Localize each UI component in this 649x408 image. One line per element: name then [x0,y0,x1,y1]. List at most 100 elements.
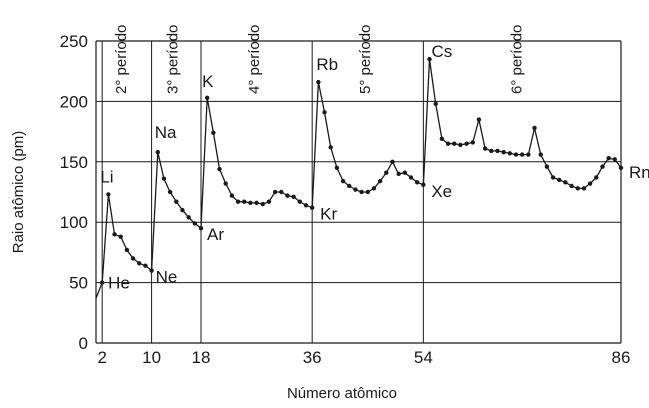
data-point [180,207,185,213]
x-tick-label: 36 [303,348,322,367]
data-point [260,201,265,207]
data-point [519,152,525,157]
element-label-li: Li [100,167,113,186]
y-axis-label: Raio atômico (pm) [10,131,27,254]
data-point [557,177,562,183]
data-point [235,199,241,204]
element-label-ar: Ar [207,225,224,244]
data-point [198,226,204,231]
data-point [211,130,216,136]
data-point [532,125,537,131]
data-point [359,189,364,195]
data-point [204,95,210,100]
data-point [285,193,290,198]
x-tick-label: 86 [612,348,631,367]
data-point [612,157,618,162]
data-point [464,141,469,146]
data-point [501,149,506,155]
data-point [217,166,222,172]
data-point [575,186,580,191]
data-point [414,180,420,185]
x-tick-labels: 2 10 18 36 54 86 [97,348,630,367]
period-label: 5° período [357,25,374,94]
element-label-he: He [108,274,130,293]
data-point [396,171,401,177]
data-point [143,263,148,268]
data-point [155,149,160,155]
element-label-ne: Ne [156,268,178,287]
x-tick-label: 10 [142,348,161,367]
period-labels: 2° período 3° período 4° período 5° período… [113,25,525,94]
data-point [279,189,284,195]
element-label-kr: Kr [320,205,337,224]
data-point [489,148,494,154]
data-point [328,145,333,150]
period-label: 6° período [508,25,525,94]
data-point [130,256,136,261]
data-point [303,203,309,208]
y-tick-labels: 0 50 100 150 200 250 [60,32,88,353]
data-point [458,142,463,148]
x-axis-label: Número atômico [287,385,397,402]
element-label-rn: Rn [629,163,649,182]
data-point [408,175,414,180]
y-tick-label: 100 [60,213,88,232]
data-point [618,165,624,171]
data-point [266,199,272,204]
data-point [254,200,259,206]
period-label: 4° período [246,25,263,94]
data-point [563,180,568,185]
data-point [544,164,550,169]
data-point [297,199,303,204]
data-point [161,176,167,181]
element-label-na: Na [155,123,177,142]
data-point [223,181,228,186]
x-tick-label: 2 [97,348,106,367]
data-point [99,280,105,285]
y-tick-label: 250 [60,32,88,51]
data-point [445,141,451,146]
data-point [124,247,130,253]
element-label-xe: Xe [431,182,452,201]
data-point [439,136,445,142]
data-point [340,178,346,184]
data-point [316,79,321,85]
data-point [433,101,438,107]
data-point [526,152,531,157]
data-point [538,152,543,157]
data-point [167,189,173,195]
period-boundary-lines [101,41,424,343]
data-point [186,215,191,220]
data-point [334,165,340,171]
data-point [291,194,296,200]
data-point [550,175,556,180]
data-point [482,146,488,151]
data-point [309,205,315,210]
data-point [248,200,253,206]
y-tick-label: 150 [60,153,88,172]
y-tick-label: 200 [60,92,88,111]
y-tick-label: 0 [79,334,88,353]
data-point [322,110,327,115]
data-point [377,178,383,184]
data-point [513,152,519,157]
data-point [118,234,123,239]
data-point [192,221,198,226]
data-point [594,175,599,180]
element-label-k: K [202,72,214,91]
data-point [427,56,432,62]
data-point [587,181,593,186]
x-tick-label: 54 [414,348,433,367]
element-label-rb: Rb [316,55,338,74]
data-point [174,199,179,204]
element-labels: He Li Ne Na Ar K Kr Rb Xe Cs Rn [100,42,649,292]
data-series [95,56,624,299]
data-point [384,170,389,175]
data-point [569,183,574,189]
axes [95,40,622,344]
data-point [470,140,475,145]
data-point [242,199,247,204]
data-point [137,261,142,266]
period-label: 3° período [165,25,182,94]
